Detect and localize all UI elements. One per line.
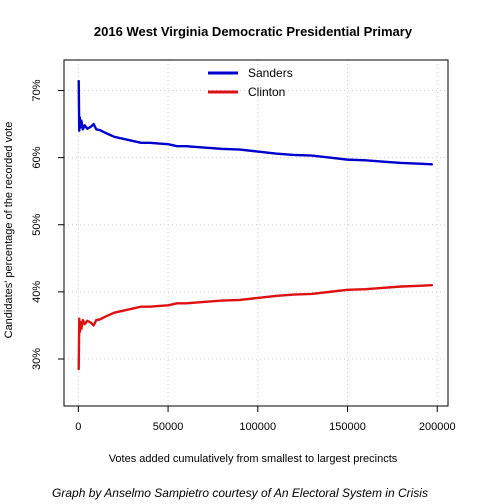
x-axis: 0 50000 100000 150000 200000 bbox=[75, 406, 456, 433]
y-tick-label: 70% bbox=[31, 79, 43, 101]
y-tick-label: 40% bbox=[31, 281, 43, 303]
y-tick-label: 60% bbox=[31, 146, 43, 168]
y-tick-label: 30% bbox=[31, 348, 43, 370]
plot-frame bbox=[63, 59, 449, 407]
series-lines bbox=[77, 79, 434, 371]
x-tick-label: 0 bbox=[75, 421, 81, 433]
series-line-clinton bbox=[77, 283, 434, 371]
y-axis-label: Candidates' percentage of the recorded v… bbox=[3, 122, 15, 339]
y-axis: 30% 40% 50% 60% 70% bbox=[31, 79, 64, 370]
y-tick-label: 50% bbox=[31, 214, 43, 236]
series-line-sanders bbox=[77, 79, 434, 166]
legend: Sanders Clinton bbox=[208, 66, 293, 99]
x-tick-label: 100000 bbox=[239, 421, 276, 433]
x-axis-label: Votes added cumulatively from smallest t… bbox=[109, 453, 398, 465]
legend-label-sanders: Sanders bbox=[248, 66, 293, 80]
x-tick-label: 50000 bbox=[153, 421, 184, 433]
chart-title: 2016 West Virginia Democratic Presidenti… bbox=[94, 24, 413, 39]
legend-label-clinton: Clinton bbox=[248, 85, 285, 99]
grid bbox=[64, 60, 448, 406]
x-tick-label: 200000 bbox=[419, 421, 456, 433]
chart-caption: Graph by Anselmo Sampietro courtesy of A… bbox=[52, 486, 428, 500]
x-tick-label: 150000 bbox=[329, 421, 366, 433]
